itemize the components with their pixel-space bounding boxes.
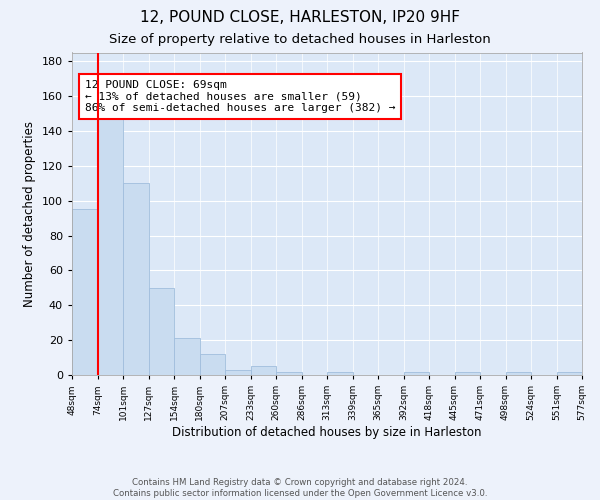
Bar (327, 372, 353, 375)
Bar (505, 372, 531, 375)
Bar (199, 354, 225, 375)
Bar (276, 372, 302, 375)
Bar (97, 114, 123, 375)
Text: 12 POUND CLOSE: 69sqm
← 13% of detached houses are smaller (59)
86% of semi-deta: 12 POUND CLOSE: 69sqm ← 13% of detached … (85, 80, 395, 113)
Bar (225, 370, 251, 375)
Bar (251, 366, 276, 375)
Bar (149, 288, 174, 375)
Bar (123, 183, 149, 375)
Bar (455, 372, 480, 375)
Text: 12, POUND CLOSE, HARLESTON, IP20 9HF: 12, POUND CLOSE, HARLESTON, IP20 9HF (140, 10, 460, 25)
Bar (72, 210, 97, 375)
Text: Size of property relative to detached houses in Harleston: Size of property relative to detached ho… (109, 32, 491, 46)
Text: Contains HM Land Registry data © Crown copyright and database right 2024.
Contai: Contains HM Land Registry data © Crown c… (113, 478, 487, 498)
Y-axis label: Number of detached properties: Number of detached properties (23, 120, 36, 306)
X-axis label: Distribution of detached houses by size in Harleston: Distribution of detached houses by size … (172, 426, 482, 439)
Bar (174, 338, 199, 375)
Bar (557, 372, 582, 375)
Bar (404, 372, 429, 375)
